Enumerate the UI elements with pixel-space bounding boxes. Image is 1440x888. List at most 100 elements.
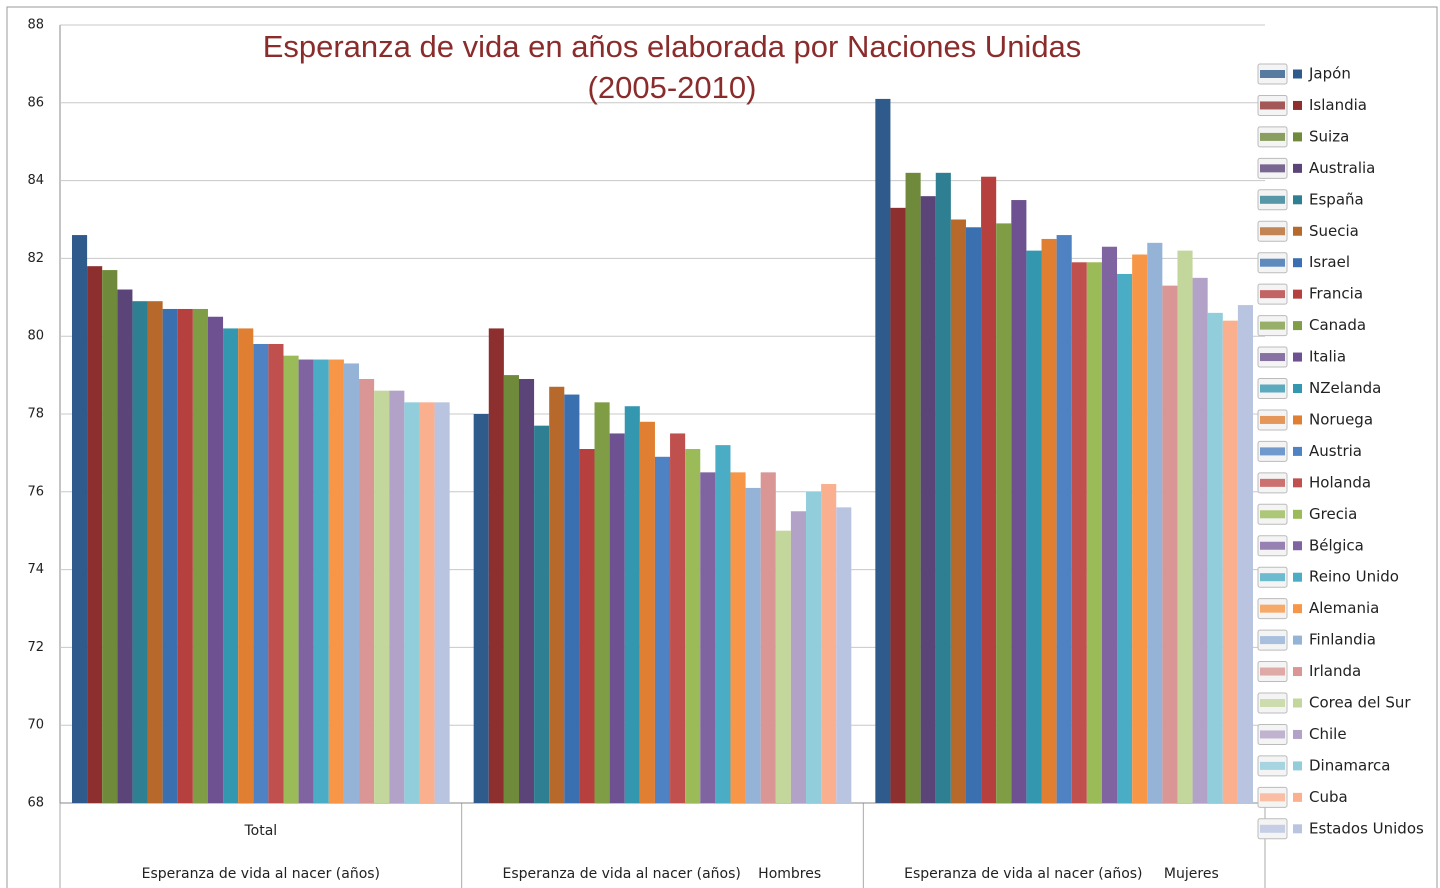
- chart-title: Esperanza de vida en años elaborada por …: [263, 29, 1082, 64]
- legend-label: Alemania: [1309, 599, 1379, 617]
- legend-swatch: [1293, 226, 1302, 236]
- y-tick-label: 74: [27, 562, 44, 577]
- legend-flag-band: [1260, 227, 1285, 236]
- bar: [996, 223, 1012, 803]
- bar: [624, 406, 640, 803]
- bar: [1132, 254, 1148, 803]
- y-tick-label: 88: [27, 18, 44, 33]
- x-tick-label: Mujeres: [1164, 866, 1219, 882]
- legend-swatch: [1293, 258, 1302, 268]
- bar: [1147, 242, 1163, 804]
- bar: [579, 449, 595, 803]
- bar: [760, 472, 776, 803]
- legend-label: Chile: [1309, 725, 1347, 743]
- legend-label: Corea del Sur: [1309, 694, 1411, 712]
- legend-label: España: [1309, 190, 1364, 208]
- bar: [298, 359, 314, 803]
- bar: [836, 507, 852, 803]
- legend-swatch: [1293, 446, 1302, 456]
- legend-label: Israel: [1309, 253, 1350, 271]
- legend-label: Bélgica: [1309, 536, 1364, 554]
- bar: [1041, 238, 1057, 803]
- legend-label: Estados Unidos: [1309, 819, 1424, 837]
- legend: Japón Islandia Suiza Australia España Suecia I…: [1257, 63, 1424, 840]
- bar: [685, 449, 701, 803]
- legend-flag-band: [1260, 478, 1285, 487]
- chart-frame: [6, 6, 1438, 888]
- legend-flag-band: [1260, 636, 1285, 645]
- bar: [1177, 250, 1193, 803]
- bar: [207, 316, 224, 803]
- bar: [473, 414, 489, 803]
- bar: [790, 511, 807, 803]
- bar: [1207, 312, 1223, 803]
- legend-flag-band: [1260, 541, 1285, 550]
- legend-flag-band: [1260, 415, 1285, 424]
- legend-flag-band: [1260, 195, 1285, 204]
- legend-flag-band: [1260, 604, 1285, 613]
- legend-swatch: [1293, 321, 1302, 331]
- legend-swatch: [1293, 132, 1302, 142]
- bar: [821, 484, 837, 803]
- legend-swatch: [1293, 761, 1302, 771]
- bar: [534, 425, 550, 803]
- bar: [920, 196, 936, 803]
- legend-swatch: [1293, 729, 1302, 739]
- y-tick-label: 70: [27, 718, 44, 733]
- bar: [1162, 285, 1178, 803]
- y-tick-label: 80: [27, 329, 44, 344]
- legend-label: Cuba: [1309, 788, 1348, 806]
- bar: [283, 355, 299, 803]
- bar: [147, 301, 163, 803]
- legend-swatch: [1293, 195, 1302, 205]
- legend-swatch: [1293, 384, 1302, 393]
- bar: [609, 433, 625, 803]
- bar: [1117, 273, 1133, 804]
- legend-swatch: [1293, 100, 1302, 110]
- bar: [875, 98, 891, 803]
- legend-label: Austria: [1309, 442, 1362, 460]
- legend-label: Finlandia: [1309, 631, 1376, 649]
- y-tick-label: 82: [27, 251, 44, 266]
- legend-label: Irlanda: [1309, 662, 1361, 680]
- bar: [594, 402, 610, 803]
- bar: [935, 172, 951, 803]
- legend-swatch: [1293, 792, 1302, 802]
- legend-flag-band: [1260, 510, 1285, 519]
- x-tick-label: Hombres: [758, 866, 821, 882]
- legend-swatch: [1293, 352, 1302, 362]
- legend-flag-band: [1260, 447, 1285, 456]
- bar: [389, 390, 405, 803]
- legend-label: Suiza: [1309, 127, 1349, 145]
- bar: [905, 172, 921, 803]
- legend-label: Canada: [1309, 316, 1366, 334]
- legend-flag-band: [1260, 164, 1285, 173]
- bar: [1237, 305, 1253, 803]
- bar: [404, 402, 420, 803]
- legend-label: Islandia: [1309, 96, 1367, 114]
- legend-flag-band: [1260, 384, 1285, 393]
- legend-swatch: [1293, 509, 1302, 519]
- bar: [72, 235, 88, 803]
- legend-swatch: [1293, 69, 1302, 79]
- bar: [700, 472, 716, 803]
- y-tick-label: 86: [27, 95, 44, 110]
- legend-flag-band: [1260, 699, 1285, 707]
- legend-flag-band: [1260, 730, 1285, 739]
- legend-flag-band: [1260, 101, 1285, 110]
- legend-label: Holanda: [1309, 473, 1371, 491]
- bar: [503, 375, 519, 803]
- bar: [730, 472, 746, 803]
- bar: [745, 487, 761, 803]
- bar: [1222, 320, 1238, 803]
- bar: [981, 176, 997, 803]
- legend-swatch: [1293, 635, 1302, 645]
- bar: [775, 530, 791, 803]
- bar: [374, 390, 390, 803]
- y-tick-label: 76: [27, 484, 44, 499]
- bar: [1011, 200, 1027, 804]
- bars: [72, 98, 1253, 804]
- bar: [1192, 277, 1208, 804]
- legend-swatch: [1293, 541, 1302, 551]
